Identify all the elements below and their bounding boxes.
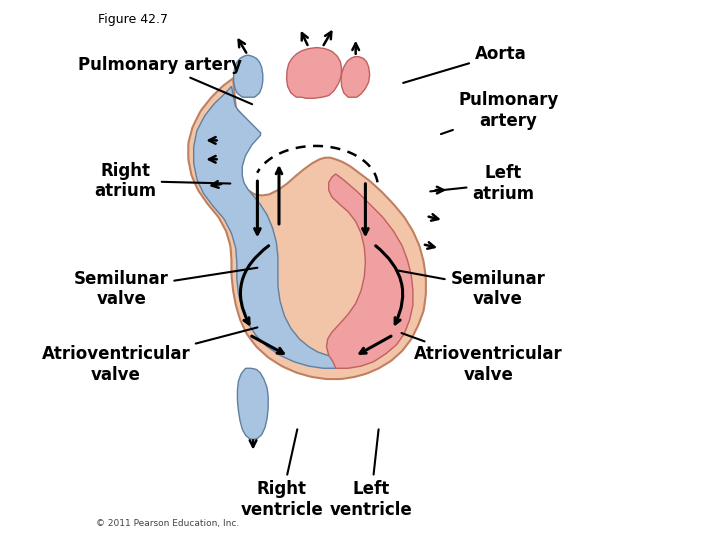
Text: Pulmonary
artery: Pulmonary artery [441,91,559,134]
Text: Atrioventricular
valve: Atrioventricular valve [42,327,258,384]
Polygon shape [327,174,413,368]
Text: Atrioventricular
valve: Atrioventricular valve [402,333,563,384]
Polygon shape [287,48,341,98]
Polygon shape [238,368,269,440]
Text: Aorta: Aorta [403,45,526,83]
Polygon shape [233,55,263,97]
Text: Semilunar
valve: Semilunar valve [398,269,545,308]
Text: Left
ventricle: Left ventricle [330,429,412,519]
Text: Figure 42.7: Figure 42.7 [98,14,168,26]
Text: Right
atrium: Right atrium [94,161,230,200]
Text: Right
ventricle: Right ventricle [240,429,323,519]
Polygon shape [189,78,426,379]
Text: Semilunar
valve: Semilunar valve [74,268,257,308]
Text: © 2011 Pearson Education, Inc.: © 2011 Pearson Education, Inc. [96,519,240,528]
Polygon shape [341,57,369,97]
Text: Pulmonary artery: Pulmonary artery [78,56,252,104]
Text: Left
atrium: Left atrium [431,164,534,203]
Polygon shape [194,86,345,368]
